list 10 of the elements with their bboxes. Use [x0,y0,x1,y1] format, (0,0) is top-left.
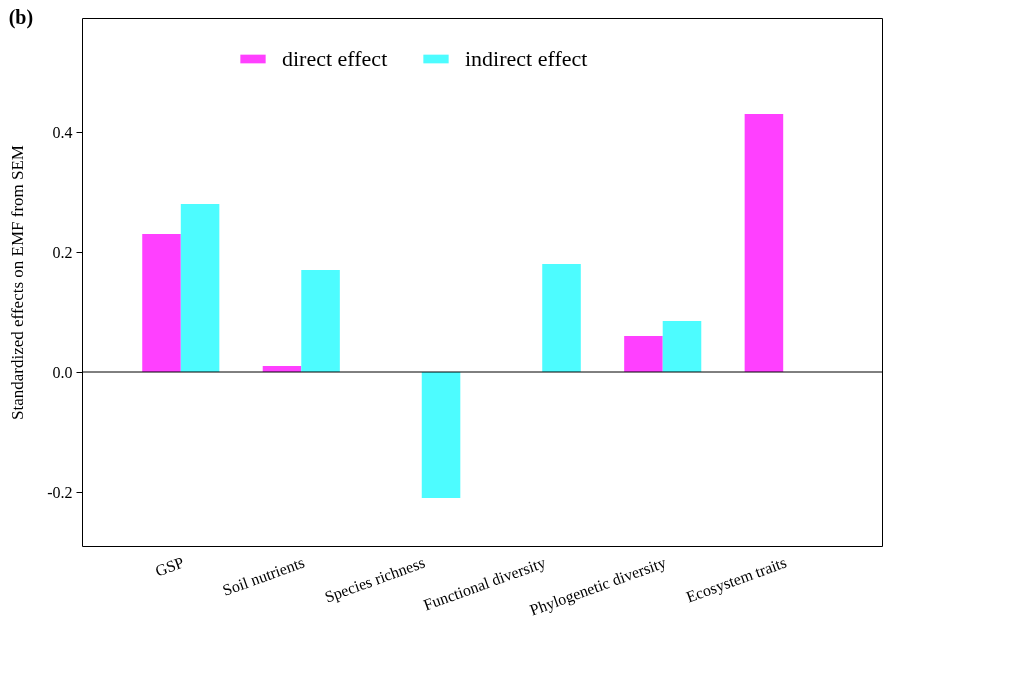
x-tick-label: GSP [152,553,187,580]
legend-label: direct effect [282,46,388,71]
x-tick-label: Soil nutrients [220,553,307,599]
y-tick-label: 0.0 [52,363,73,381]
legend-label: indirect effect [465,46,588,71]
y-tick-label: -0.2 [47,483,73,501]
y-axis-title: Standardized effects on EMF from SEM [8,145,28,420]
y-tick-label: 0.2 [52,243,73,261]
text: (b) [8,6,34,29]
y-tick-label: 0.4 [52,123,73,141]
